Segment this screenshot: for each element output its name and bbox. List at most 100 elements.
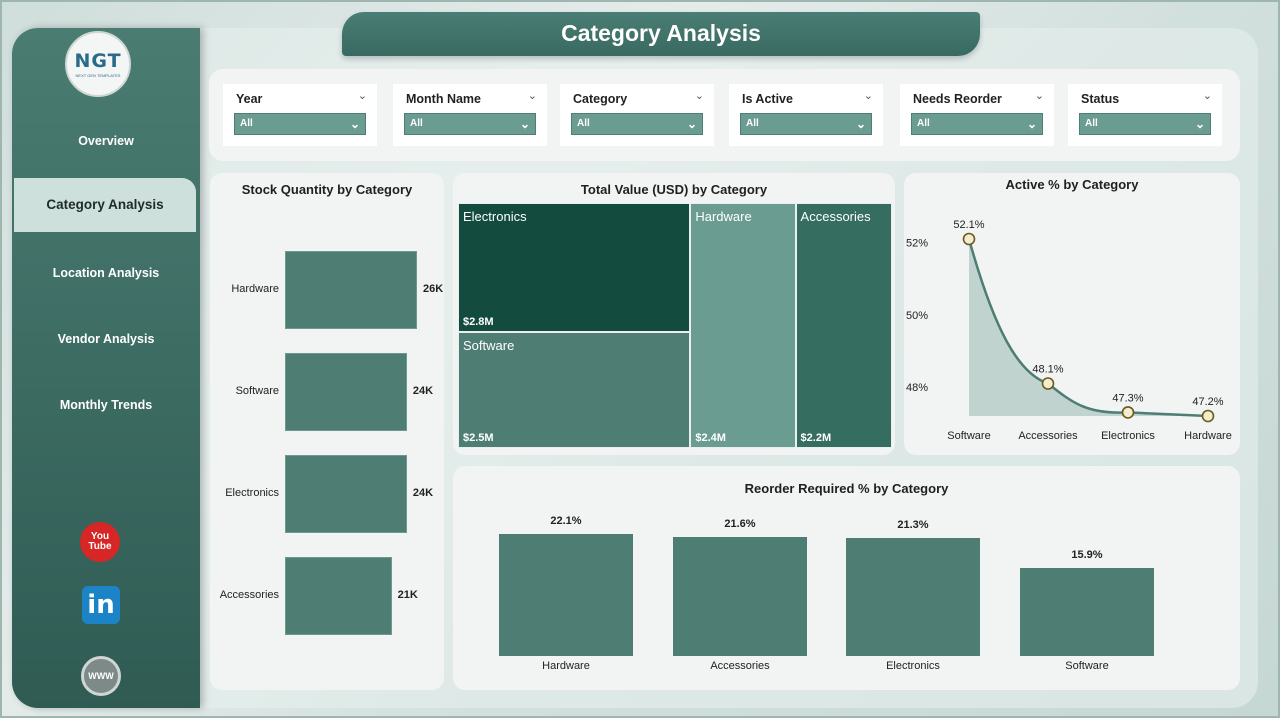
slicer-label: Month Name (406, 92, 481, 106)
sidebar: NGT NEXT GEN TEMPLATES Overview Category… (12, 28, 200, 708)
treemap-cell[interactable]: Software $2.5M (458, 332, 691, 448)
reorder-bar[interactable] (1020, 568, 1154, 656)
treemap-cell[interactable]: Accessories $2.2M (795, 203, 892, 448)
active-area-svg: 52% 50% 48% 52.1% Software 48.1% Accessories 47… (906, 219, 1232, 442)
slicer-status: Status ⌄ All ⌄ (1068, 84, 1222, 146)
slicer-label: Needs Reorder (913, 92, 1002, 106)
dropdown-value: All (577, 118, 590, 129)
reorder-percent-chart[interactable]: Reorder Required % by Category 22.1% Hard… (453, 466, 1240, 690)
chevron-down-icon: ⌄ (1194, 117, 1205, 131)
needs-reorder-dropdown[interactable]: All ⌄ (911, 113, 1043, 135)
treemap-cell-value: $2.5M (463, 431, 494, 444)
logo-subtext: NEXT GEN TEMPLATES (75, 73, 121, 78)
dropdown-value: All (240, 118, 253, 129)
nav-overview[interactable]: Overview (78, 134, 134, 148)
chevron-down-icon: ⌄ (519, 117, 530, 131)
x-tick-label: Software (947, 430, 990, 442)
treemap-cell-label: Hardware (695, 209, 752, 224)
data-label: 47.2% (1192, 396, 1223, 408)
is-active-dropdown[interactable]: All ⌄ (740, 113, 872, 135)
chevron-down-icon[interactable]: ⌄ (694, 90, 704, 102)
y-tick-label: 52% (906, 238, 928, 250)
dropdown-value: All (746, 118, 759, 129)
slicer-label: Category (573, 92, 628, 106)
nav-monthly-trends[interactable]: Monthly Trends (59, 398, 153, 412)
active-data-point[interactable] (1041, 377, 1055, 390)
slicer-category: Category ⌄ All ⌄ (560, 84, 714, 146)
chevron-down-icon[interactable]: ⌄ (1034, 90, 1044, 102)
chevron-down-icon: ⌄ (686, 117, 697, 131)
treemap-cell-value: $2.2M (800, 432, 832, 444)
year-dropdown[interactable]: All ⌄ (234, 113, 366, 135)
reorder-bar[interactable] (499, 534, 633, 656)
x-tick-label: Electronics (1101, 430, 1155, 442)
dropdown-value: All (1085, 118, 1098, 129)
y-tick-label: 50% (906, 310, 928, 322)
bar-category-label: Hardware (542, 660, 590, 672)
active-data-point[interactable] (962, 232, 976, 246)
treemap-cell[interactable]: Hardware $2.4M (690, 203, 796, 448)
chart-title: Active % by Category (1005, 177, 1139, 192)
chart-title: Total Value (USD) by Category (580, 182, 768, 197)
nav-vendor-analysis[interactable]: Vendor Analysis (57, 332, 155, 346)
slicer-label: Year (236, 92, 263, 106)
category-dropdown[interactable]: All ⌄ (571, 113, 703, 135)
slicer-month-name: Month Name ⌄ All ⌄ (393, 84, 547, 146)
chevron-down-icon[interactable]: ⌄ (527, 90, 537, 102)
x-tick-label: Accessories (1018, 430, 1078, 442)
bar-category-label: Electronics (886, 660, 940, 672)
chevron-down-icon: ⌄ (349, 117, 360, 131)
bar-category-label: Accessories (219, 589, 279, 601)
treemap-cell-value: $2.4M (695, 432, 726, 444)
stock-bar[interactable] (285, 455, 407, 533)
chevron-down-icon[interactable]: ⌄ (1202, 90, 1212, 102)
chevron-down-icon[interactable]: ⌄ (357, 90, 367, 102)
chart-title: Reorder Required % by Category (744, 481, 949, 496)
bar-value-label: 24K (412, 487, 434, 499)
active-data-point[interactable] (1121, 406, 1135, 419)
slicer-label: Is Active (742, 92, 793, 106)
active-percent-chart[interactable]: Active % by Category 52% 50% 48% 52.1% Softw… (904, 173, 1240, 455)
youtube-icon-text: You Tube (88, 531, 112, 552)
slicer-year: Year ⌄ All ⌄ (223, 84, 377, 146)
ngt-logo[interactable]: NGT NEXT GEN TEMPLATES (65, 31, 131, 97)
bar-value-label: 21.6% (724, 517, 756, 530)
bar-category-label: Software (1065, 660, 1109, 672)
bar-value-label: 24K (412, 385, 434, 397)
bar-category-label: Electronics (225, 487, 279, 499)
month-name-dropdown[interactable]: All ⌄ (404, 113, 536, 135)
youtube-icon[interactable]: You Tube (80, 522, 120, 562)
slicer-label: Status (1081, 92, 1120, 106)
nav-location-analysis[interactable]: Location Analysis (52, 266, 160, 280)
data-label: 52.1% (953, 219, 984, 231)
stock-quantity-chart[interactable]: Stock Quantity by Category Hardware 26K So… (210, 173, 444, 690)
status-dropdown[interactable]: All ⌄ (1079, 113, 1211, 135)
treemap-cell-label: Software (463, 338, 515, 354)
chevron-down-icon[interactable]: ⌄ (863, 90, 873, 102)
bar-value-label: 21.3% (897, 519, 929, 532)
chart-title: Stock Quantity by Category (241, 182, 413, 197)
reorder-bar[interactable] (673, 536, 807, 656)
bar-value-label: 22.1% (550, 515, 582, 527)
x-tick-label: Hardware (1184, 430, 1232, 442)
active-area-fill (969, 239, 1208, 416)
bar-category-label: Software (235, 385, 279, 397)
active-data-point[interactable] (1201, 409, 1215, 423)
chevron-down-icon: ⌄ (855, 117, 866, 131)
stock-bar[interactable] (285, 251, 417, 329)
dropdown-value: All (917, 118, 930, 129)
linkedin-icon[interactable]: in (82, 586, 120, 624)
bar-value-label: 21K (397, 589, 418, 601)
treemap-cell[interactable]: Electronics $2.8M (458, 203, 691, 333)
stock-bar[interactable] (285, 557, 392, 635)
slicer-is-active: Is Active ⌄ All ⌄ (729, 84, 883, 146)
globe-icon[interactable]: WWW (81, 656, 121, 696)
reorder-bar[interactable] (846, 538, 980, 656)
page-title: Category Analysis (342, 12, 980, 56)
stock-bar[interactable] (285, 353, 407, 431)
slicer-needs-reorder: Needs Reorder ⌄ All ⌄ (900, 84, 1054, 146)
dropdown-value: All (410, 118, 423, 129)
nav-category-analysis[interactable]: Category Analysis (14, 178, 196, 232)
total-value-chart[interactable]: Total Value (USD) by Category Electronic… (453, 173, 895, 455)
